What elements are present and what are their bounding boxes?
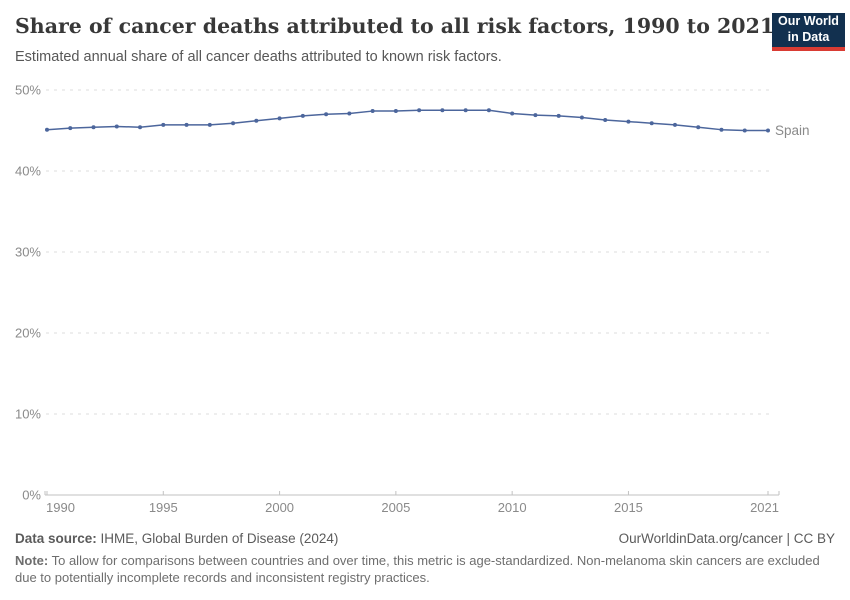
y-tick-label: 20%: [15, 326, 41, 341]
data-point: [417, 108, 422, 113]
y-tick-label: 0%: [22, 488, 41, 503]
data-point: [649, 121, 654, 126]
y-tick-label: 30%: [15, 245, 41, 260]
owid-logo-line2: in Data: [787, 30, 830, 44]
series-label: Spain: [775, 123, 810, 138]
data-point: [486, 108, 491, 113]
data-point: [277, 116, 282, 121]
owid-logo[interactable]: Our World in Data: [772, 13, 845, 51]
data-point: [626, 119, 631, 124]
data-point: [719, 127, 724, 132]
footer-note-text: To allow for comparisons between countri…: [15, 553, 820, 585]
owid-logo-line1: Our World: [778, 14, 839, 29]
y-tick-label: 10%: [15, 407, 41, 422]
data-source-text: IHME, Global Burden of Disease (2024): [100, 531, 339, 546]
line-chart: 0% 10% 20% 30% 40% 50% 1990 1995 2000 2005 2010 201…: [15, 83, 810, 516]
data-point: [393, 109, 398, 114]
data-line: [46, 109, 768, 132]
data-point: [440, 108, 445, 113]
x-tick-label: 2015: [614, 500, 643, 515]
y-tick-label: 50%: [15, 83, 41, 98]
y-tick-label: 40%: [15, 164, 41, 179]
data-point: [114, 124, 119, 129]
x-tick-label: 2005: [381, 500, 410, 515]
data-point: [161, 122, 166, 127]
page-subtitle: Estimated annual share of all cancer dea…: [15, 49, 502, 65]
data-point: [300, 113, 305, 118]
data-point: [463, 108, 468, 113]
x-tick-label: 2021: [750, 500, 779, 515]
data-point: [138, 125, 143, 130]
data-point: [370, 109, 375, 114]
data-point: [696, 125, 701, 130]
data-point: [556, 113, 561, 118]
page-title: Share of cancer deaths attributed to all…: [15, 14, 775, 38]
data-point: [45, 127, 49, 132]
data-source: Data source: IHME, Global Burden of Dise…: [15, 531, 338, 546]
footer-source-row: Data source: IHME, Global Burden of Dise…: [15, 531, 835, 546]
x-tick-label: 2010: [498, 500, 527, 515]
data-point: [510, 111, 515, 116]
data-point: [579, 115, 584, 120]
data-point: [533, 113, 538, 118]
data-point: [324, 112, 329, 117]
data-point: [207, 122, 212, 127]
data-point: [347, 111, 352, 116]
x-tick-label: 1990: [46, 500, 75, 515]
data-point: [254, 118, 259, 123]
data-point: [672, 122, 677, 127]
data-point: [742, 128, 747, 133]
data-point: [765, 128, 770, 133]
data-point: [91, 125, 96, 130]
data-point: [184, 122, 189, 127]
data-source-label: Data source:: [15, 531, 97, 546]
data-point: [68, 126, 73, 131]
x-tick-label: 2000: [265, 500, 294, 515]
data-point: [231, 121, 236, 126]
data-point: [603, 117, 608, 122]
credit-link[interactable]: OurWorldinData.org/cancer | CC BY: [618, 531, 835, 546]
footer-note: Note: To allow for comparisons between c…: [15, 553, 829, 587]
footer-note-label: Note:: [15, 553, 49, 568]
x-tick-label: 1995: [149, 500, 178, 515]
